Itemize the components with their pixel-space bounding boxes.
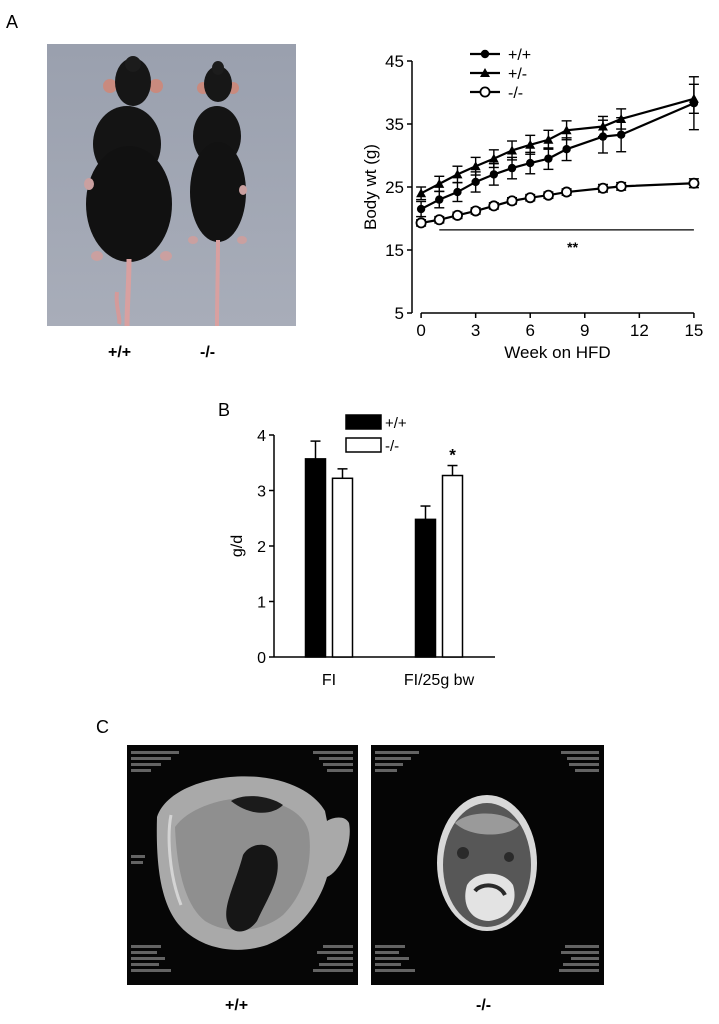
category-label: FI: [322, 672, 336, 689]
data-point-knockout: [488, 200, 500, 212]
y-tick-label: 35: [385, 115, 404, 134]
food-intake-bar-chart: 0 1 2 3 4 g/d FI FI/25g bw * +/+ -/-: [229, 414, 495, 689]
y-tick-label: 45: [385, 52, 404, 71]
y-tick-label: 4: [257, 428, 266, 445]
data-point-het: [452, 169, 463, 179]
legend-label-knockout: -/-: [508, 85, 523, 102]
data-point-het: [470, 161, 481, 171]
data-point-knockout: [561, 186, 573, 198]
x-tick-label: 0: [416, 321, 425, 340]
data-point-wild-type: [544, 154, 553, 163]
y-tick-label: 0: [257, 650, 266, 667]
data-point-knockout: [597, 182, 609, 194]
data-point-het: [525, 139, 536, 149]
data-point-knockout: [524, 192, 536, 204]
data-point-wild-type: [489, 170, 499, 179]
x-axis-label: Week on HFD: [504, 343, 610, 362]
data-point-wild-type: [616, 130, 626, 139]
data-point-wild-type: [435, 195, 444, 204]
category-label: FI/25g bw: [404, 672, 475, 689]
legend-swatch-wild-type: [345, 414, 382, 430]
x-tick-label: 15: [684, 321, 703, 340]
mri-image-knockout: [371, 745, 604, 985]
legend-marker-wild-type: [480, 49, 490, 59]
data-point-wild-type: [453, 187, 462, 197]
data-point-wild-type: [526, 158, 535, 168]
data-point-het: [597, 121, 608, 131]
panel-label-b: B: [218, 400, 231, 420]
mri-wild-type-drawing: [127, 745, 358, 985]
bar-wild-type-fi-25g-bw: [414, 518, 437, 658]
data-point-knockout: [470, 205, 482, 217]
mouse-photo: [47, 44, 296, 327]
mri-label-knockout: -/-: [476, 997, 492, 1014]
x-tick-label: 3: [471, 321, 480, 340]
data-point-knockout: [433, 214, 445, 226]
y-axis-label: Body wt (g): [361, 144, 380, 230]
data-point-wild-type: [416, 204, 426, 214]
data-point-het: [561, 125, 572, 135]
y-axis-label: g/d: [229, 535, 246, 557]
data-point-het: [543, 134, 554, 144]
legend-swatch-knockout: [345, 437, 382, 453]
series-knockout: [415, 177, 700, 229]
mouse-knockout: [188, 61, 247, 327]
panel-label-a: A: [6, 12, 19, 32]
legend: +/+ -/-: [345, 414, 407, 455]
y-tick-label: 15: [385, 241, 404, 260]
bar-wild-type-fi: [304, 458, 327, 658]
data-point-knockout: [451, 209, 463, 221]
mouse-photo-drawing: [47, 44, 296, 327]
y-tick-label: 3: [257, 484, 266, 501]
data-point-knockout: [415, 217, 427, 229]
data-point-het: [507, 145, 518, 155]
legend-label-het: +/-: [508, 66, 527, 83]
legend-label-wild-type: +/+: [508, 47, 531, 64]
legend: +/+ +/- -/-: [470, 47, 531, 102]
mri-label-wild-type: +/+: [225, 997, 249, 1014]
legend-marker-het: [480, 68, 490, 77]
body-weight-line-chart: 5 15 25 35 45 0 3 6 9 12 15 Week on HFD Body wt (g) *…: [361, 47, 703, 362]
bar-knockout-fi: [331, 477, 354, 658]
data-point-het: [434, 178, 445, 188]
legend-marker-knockout: [479, 86, 491, 98]
data-point-wild-type: [507, 163, 517, 173]
series-wild-type: [416, 76, 699, 218]
data-point-het: [488, 153, 499, 163]
photo-label-wild-type: +/+: [108, 344, 132, 361]
data-point-knockout: [688, 177, 700, 189]
y-tick-label: 5: [395, 304, 404, 323]
y-tick-label: 25: [385, 178, 404, 197]
series-het: [416, 83, 699, 201]
significance-marker: *: [449, 446, 456, 465]
legend-label-knockout: -/-: [385, 438, 399, 455]
data-point-het: [688, 93, 699, 103]
data-point-wild-type: [562, 145, 571, 154]
x-tick-label: 6: [525, 321, 534, 340]
significance-marker: **: [567, 239, 578, 255]
data-point-knockout: [615, 180, 627, 192]
y-tick-label: 2: [257, 539, 266, 556]
data-point-wild-type: [471, 177, 480, 187]
panel-label-c: C: [96, 717, 109, 737]
data-point-het: [616, 113, 627, 123]
y-tick-label: 1: [257, 595, 266, 612]
legend-label-wild-type: +/+: [385, 415, 407, 432]
bar-knockout-fi-25g-bw: [441, 474, 464, 658]
photo-label-knockout: -/-: [200, 344, 216, 361]
data-point-knockout: [542, 189, 554, 201]
data-point-knockout: [506, 195, 518, 207]
series-line-het: [420, 97, 695, 195]
x-tick-label: 12: [630, 321, 649, 340]
data-point-het: [416, 188, 427, 198]
mri-image-wild-type: [127, 745, 358, 985]
x-tick-label: 9: [580, 321, 589, 340]
mouse-wild-type: [84, 56, 172, 327]
mri-knockout-drawing: [371, 745, 604, 985]
